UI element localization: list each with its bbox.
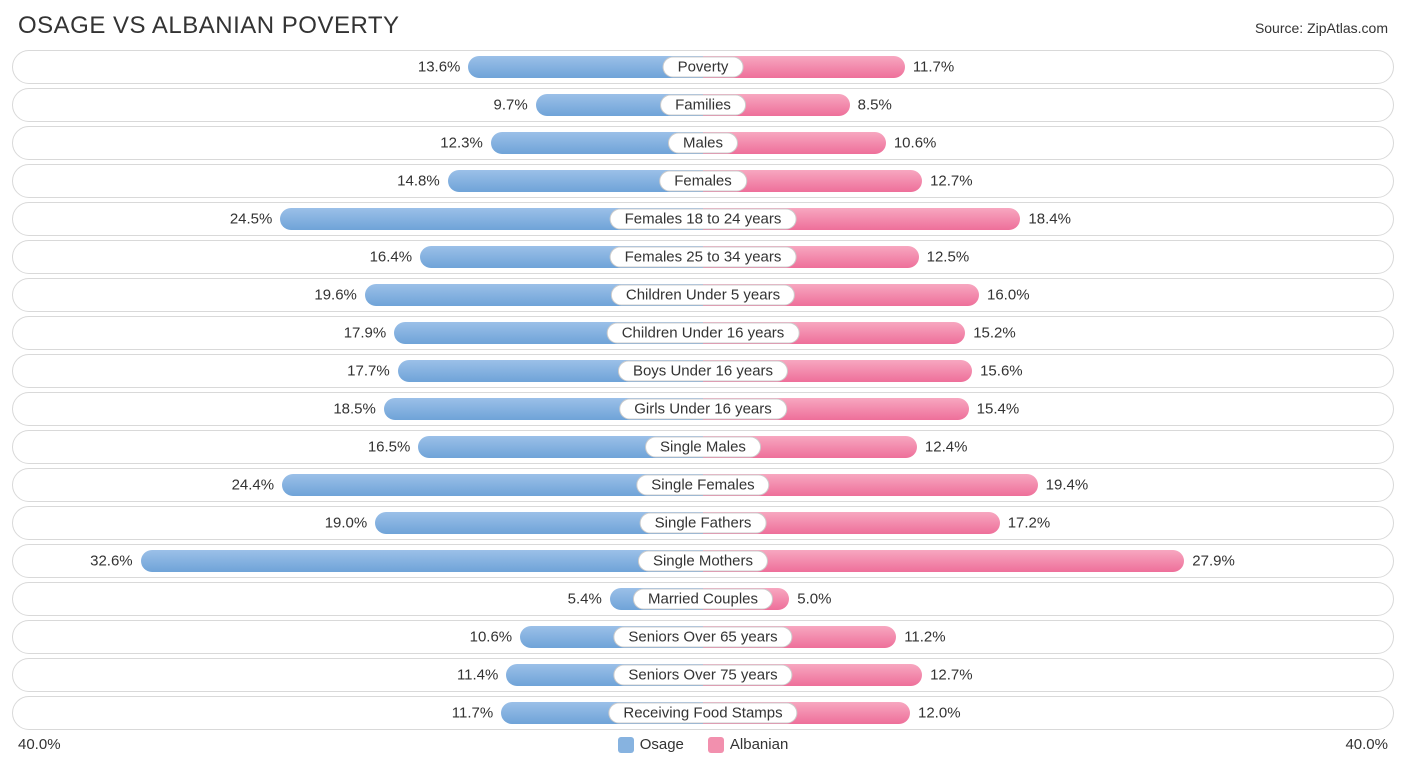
category-label: Receiving Food Stamps <box>608 703 797 724</box>
value-label-right: 15.4% <box>969 401 1020 418</box>
category-label: Poverty <box>663 57 744 78</box>
value-label-left: 10.6% <box>470 629 521 646</box>
category-label: Males <box>668 133 738 154</box>
value-label-left: 14.8% <box>397 173 448 190</box>
chart-row: 5.4% 5.0% Married Couples <box>12 582 1394 616</box>
value-label-right: 12.0% <box>910 705 961 722</box>
value-label-left: 9.7% <box>493 97 535 114</box>
category-label: Boys Under 16 years <box>618 361 788 382</box>
legend-swatch-right <box>708 737 724 753</box>
chart-source: Source: ZipAtlas.com <box>1255 20 1388 36</box>
value-label-right: 11.7% <box>905 59 954 76</box>
value-label-right: 12.7% <box>922 173 973 190</box>
value-label-right: 12.4% <box>917 439 968 456</box>
chart-row: 17.7% 15.6% Boys Under 16 years <box>12 354 1394 388</box>
chart-row: 11.4% 12.7% Seniors Over 75 years <box>12 658 1394 692</box>
value-label-left: 24.5% <box>230 211 281 228</box>
value-label-right: 11.2% <box>896 629 945 646</box>
category-label: Seniors Over 65 years <box>613 627 792 648</box>
axis-max-left: 40.0% <box>18 736 61 753</box>
value-label-right: 5.0% <box>789 591 831 608</box>
chart-row: 12.3% 10.6% Males <box>12 126 1394 160</box>
chart-header: OSAGE VS ALBANIAN POVERTY Source: ZipAtl… <box>12 8 1394 50</box>
chart-row: 32.6%27.9%Single Mothers <box>12 544 1394 578</box>
value-label-right: 12.7% <box>922 667 973 684</box>
category-label: Families <box>660 95 746 116</box>
category-label: Females 18 to 24 years <box>610 209 797 230</box>
value-label-left: 13.6% <box>418 59 469 76</box>
value-label-right: 12.5% <box>919 249 970 266</box>
value-label-right: 19.4% <box>1038 477 1089 494</box>
bar-right: 27.9% <box>703 550 1184 572</box>
category-label: Single Males <box>645 437 761 458</box>
axis-max-right: 40.0% <box>1345 736 1388 753</box>
category-label: Females <box>659 171 747 192</box>
category-label: Females 25 to 34 years <box>610 247 797 268</box>
value-label-left: 19.0% <box>325 515 376 532</box>
value-label-left: 24.4% <box>232 477 283 494</box>
chart-row: 24.5% 18.4% Females 18 to 24 years <box>12 202 1394 236</box>
value-label-right: 16.0% <box>979 287 1030 304</box>
legend-swatch-left <box>618 737 634 753</box>
value-label-right: 8.5% <box>850 97 892 114</box>
category-label: Married Couples <box>633 589 773 610</box>
category-label: Girls Under 16 years <box>619 399 787 420</box>
category-label: Single Mothers <box>638 551 768 572</box>
chart-row: 16.5% 12.4% Single Males <box>12 430 1394 464</box>
legend-label-right: Albanian <box>730 736 788 753</box>
value-label-right: 15.2% <box>965 325 1016 342</box>
category-label: Single Fathers <box>640 513 767 534</box>
value-label-left: 16.4% <box>370 249 421 266</box>
value-label-right: 15.6% <box>972 363 1023 380</box>
chart-row: 19.0% 17.2% Single Fathers <box>12 506 1394 540</box>
value-label-right: 17.2% <box>1000 515 1051 532</box>
bar-left: 32.6% <box>141 550 703 572</box>
value-label-left: 12.3% <box>440 135 491 152</box>
chart-row: 16.4% 12.5% Females 25 to 34 years <box>12 240 1394 274</box>
value-label-left: 11.7% <box>452 705 501 722</box>
chart-row: 9.7% 8.5% Families <box>12 88 1394 122</box>
value-label-right: 18.4% <box>1020 211 1071 228</box>
value-label-left: 18.5% <box>333 401 384 418</box>
chart-row: 19.6% 16.0% Children Under 5 years <box>12 278 1394 312</box>
chart-row: 14.8% 12.7% Females <box>12 164 1394 198</box>
legend-item-left: Osage <box>618 736 684 753</box>
legend-item-right: Albanian <box>708 736 788 753</box>
category-label: Children Under 5 years <box>611 285 795 306</box>
value-label-left: 17.7% <box>347 363 398 380</box>
chart-row: 24.4% 19.4% Single Females <box>12 468 1394 502</box>
value-label-right: 27.9% <box>1184 553 1235 570</box>
value-label-left: 11.4% <box>457 667 506 684</box>
legend: Osage Albanian <box>61 736 1346 753</box>
chart-row: 13.6% 11.7% Poverty <box>12 50 1394 84</box>
chart-row: 11.7% 12.0% Receiving Food Stamps <box>12 696 1394 730</box>
chart-row: 10.6% 11.2% Seniors Over 65 years <box>12 620 1394 654</box>
category-label: Single Females <box>636 475 769 496</box>
legend-label-left: Osage <box>640 736 684 753</box>
category-label: Children Under 16 years <box>607 323 800 344</box>
chart-row: 17.9% 15.2% Children Under 16 years <box>12 316 1394 350</box>
value-label-left: 17.9% <box>344 325 395 342</box>
value-label-left: 5.4% <box>568 591 610 608</box>
diverging-bar-chart: 13.6% 11.7% Poverty 9.7% 8.5% Families 12.3% 10… <box>12 50 1394 730</box>
chart-title: OSAGE VS ALBANIAN POVERTY <box>18 12 400 40</box>
category-label: Seniors Over 75 years <box>613 665 792 686</box>
chart-row: 18.5% 15.4% Girls Under 16 years <box>12 392 1394 426</box>
value-label-left: 19.6% <box>314 287 365 304</box>
chart-footer: 40.0% Osage Albanian 40.0% <box>12 734 1394 753</box>
value-label-left: 16.5% <box>368 439 419 456</box>
value-label-right: 10.6% <box>886 135 937 152</box>
value-label-left: 32.6% <box>90 553 141 570</box>
